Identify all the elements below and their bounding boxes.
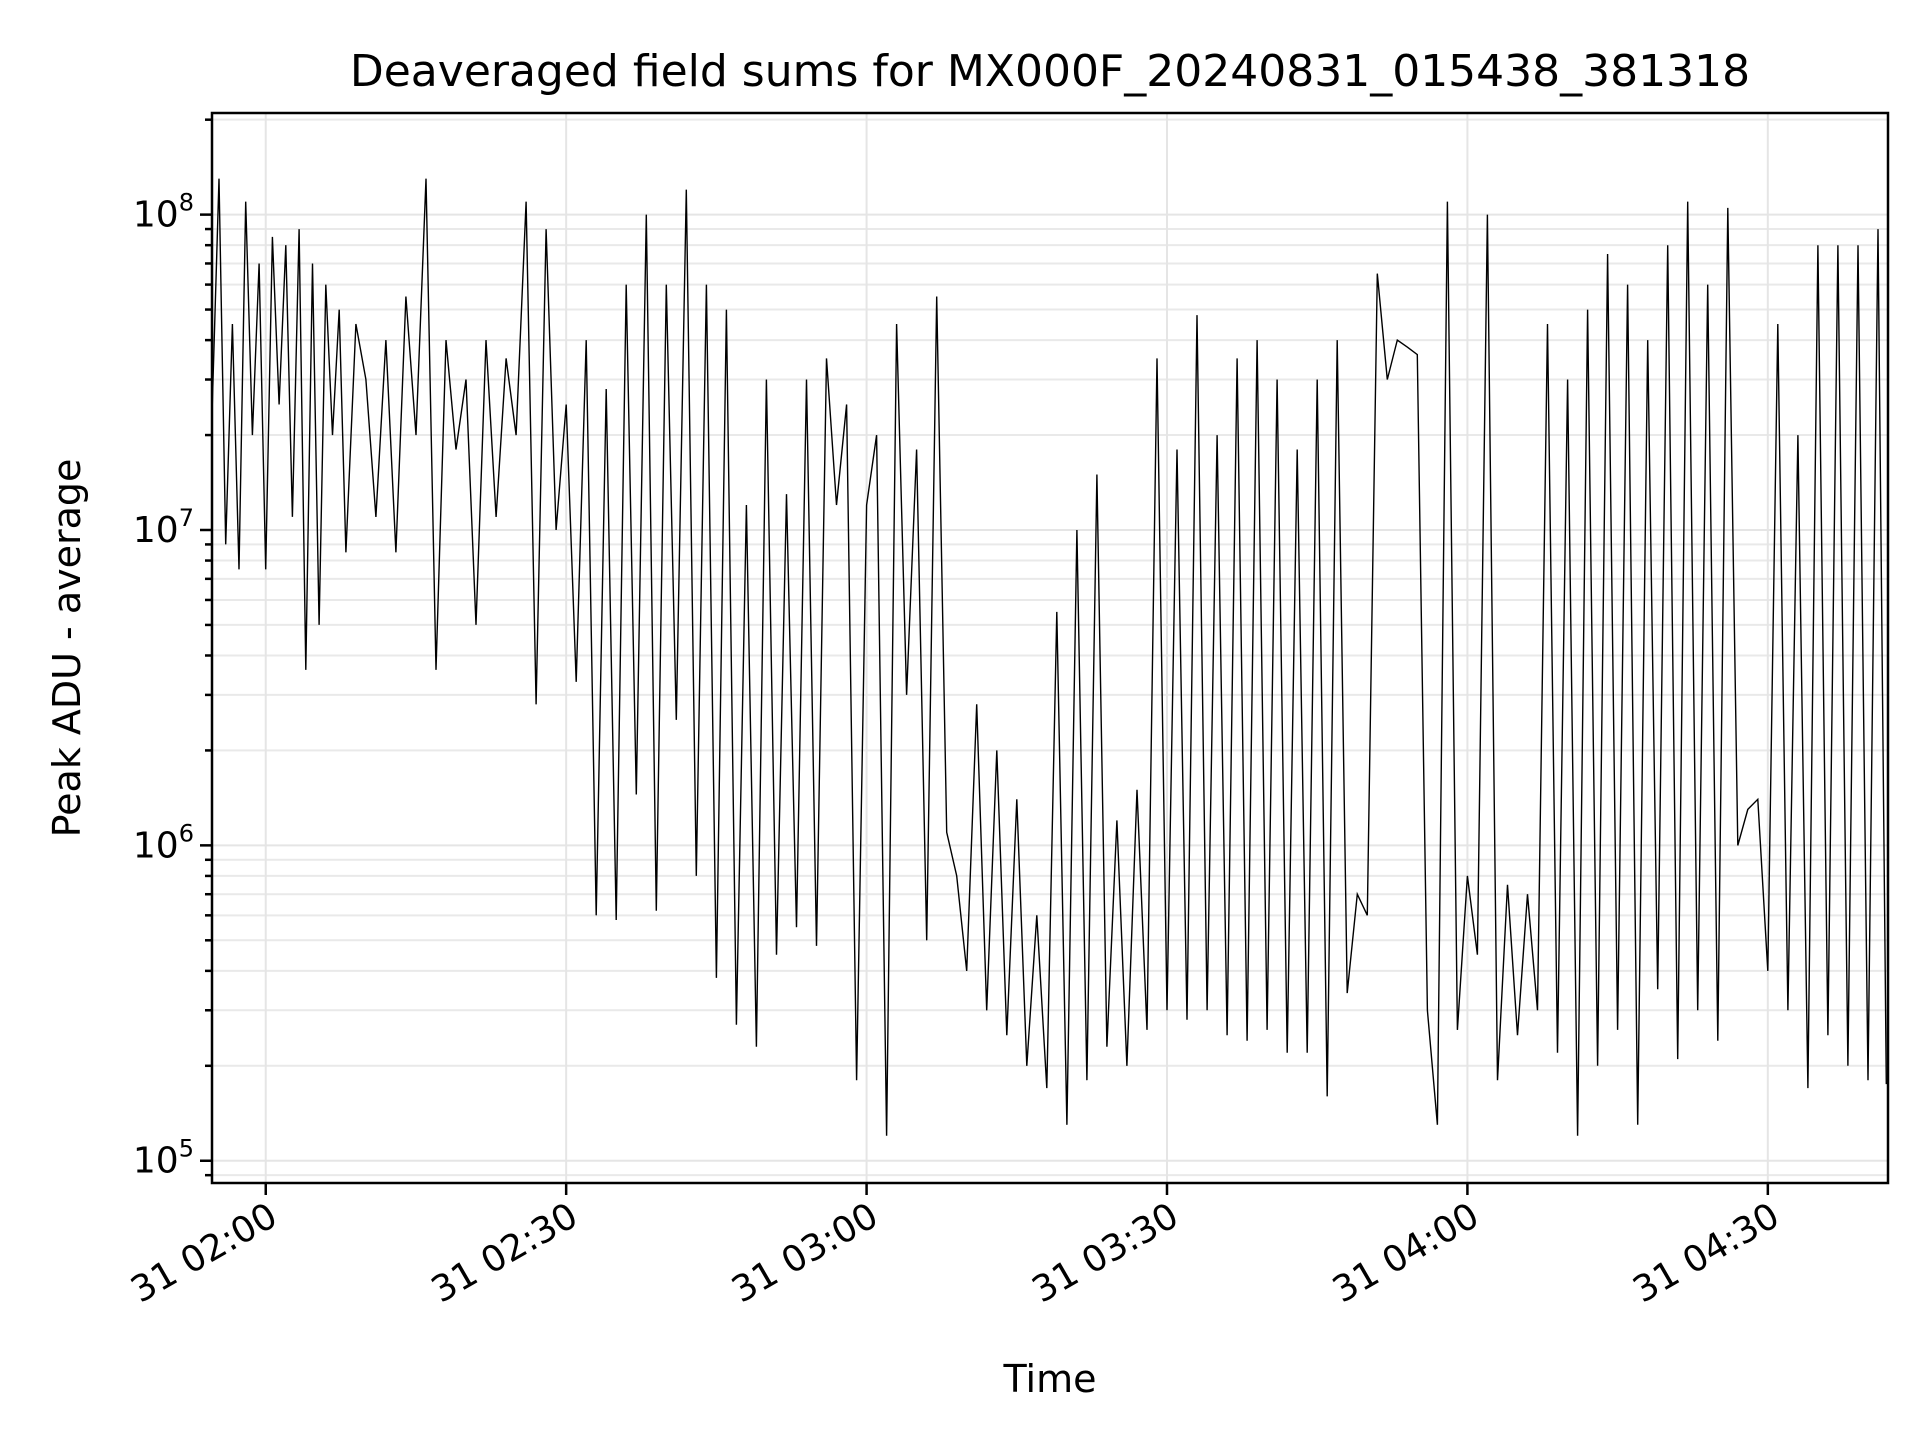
- series-line: [211, 178, 1887, 1136]
- y-tick-label-exponent: 8: [179, 189, 194, 217]
- chart-title: Deaveraged field sums for MX000F_2024083…: [350, 46, 1750, 97]
- y-tick-label-base: 10: [133, 195, 179, 236]
- y-axis-label: Peak ADU - average: [45, 459, 89, 838]
- y-tick-label: 106: [133, 819, 194, 866]
- y-tick-label: 105: [133, 1135, 194, 1182]
- y-tick-label: 107: [133, 504, 194, 551]
- y-tick-label: 108: [133, 189, 194, 236]
- plot-frame: [210, 111, 1890, 1185]
- x-axis-label: Time: [1003, 1357, 1097, 1401]
- y-tick-label-exponent: 5: [179, 1135, 194, 1163]
- grid: [212, 113, 1888, 1183]
- y-tick-label-base: 10: [133, 1141, 179, 1182]
- y-tick-label-exponent: 6: [179, 819, 194, 847]
- y-tick-label-base: 10: [133, 825, 179, 866]
- y-tick-label-exponent: 7: [179, 504, 194, 532]
- y-tick-label-base: 10: [133, 510, 179, 551]
